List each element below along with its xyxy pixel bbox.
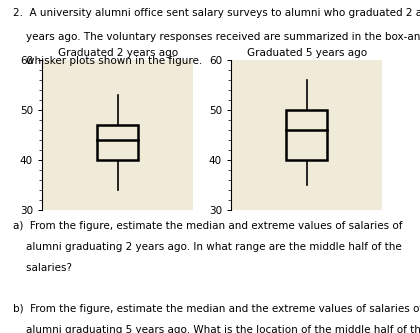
Text: years ago. The voluntary responses received are summarized in the box-and-: years ago. The voluntary responses recei… (13, 32, 420, 42)
Title: Graduated 2 years ago: Graduated 2 years ago (58, 48, 178, 58)
Text: 2.  A university alumni office sent salary surveys to alumni who graduated 2 and: 2. A university alumni office sent salar… (13, 8, 420, 18)
Bar (97, 125, 138, 160)
Text: whisker plots shown in the figure.: whisker plots shown in the figure. (13, 56, 202, 66)
Text: alumni graduating 5 years ago. What is the location of the middle half of the: alumni graduating 5 years ago. What is t… (13, 325, 420, 333)
Title: Graduated 5 years ago: Graduated 5 years ago (247, 48, 367, 58)
Text: b)  From the figure, estimate the median and the extreme values of salaries of: b) From the figure, estimate the median … (13, 304, 420, 314)
Text: a)  From the figure, estimate the median and extreme values of salaries of: a) From the figure, estimate the median … (13, 221, 402, 231)
Text: alumni graduating 2 years ago. In what range are the middle half of the: alumni graduating 2 years ago. In what r… (13, 242, 402, 252)
Bar (286, 110, 327, 160)
Text: salaries?: salaries? (13, 263, 71, 273)
